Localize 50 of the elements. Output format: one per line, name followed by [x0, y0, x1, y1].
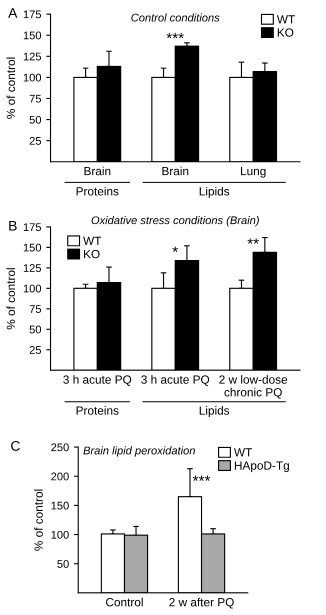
y-tick-label: 100	[24, 284, 42, 292]
y-axis-title: % of control	[6, 268, 16, 330]
legend-label: HApoD-Tg	[234, 462, 289, 472]
y-tick-label: 25	[30, 136, 42, 145]
chart-title: Brain lipid peroxidation	[83, 446, 195, 457]
x-tick-label: Brain	[84, 166, 110, 176]
legend-label: WT	[234, 448, 252, 456]
text: Proteins	[76, 406, 119, 415]
legend-label: WT	[83, 236, 102, 245]
y-tick-label: 175	[24, 10, 42, 18]
chart-title: Control conditions	[131, 13, 220, 22]
x-tick-label: 3 h acute PQ	[141, 375, 210, 386]
legend-label: KO	[278, 28, 294, 37]
y-tick-label: 175	[24, 223, 42, 232]
y-tick-label: 50	[57, 560, 69, 568]
text: Proteins	[76, 186, 119, 196]
y-tick-label: 150	[52, 502, 69, 510]
annotation: *	[172, 246, 178, 252]
text: A	[8, 8, 18, 18]
text: C	[11, 441, 20, 451]
y-tick-label: 50	[30, 116, 42, 124]
y-tick-label: 100	[24, 74, 42, 82]
y-tick-label: 150	[24, 32, 42, 40]
text: Lipids	[200, 186, 230, 198]
text: B	[9, 220, 17, 231]
y-tick-label: 75	[30, 305, 42, 313]
x-tick-label: Control	[106, 598, 143, 606]
annotation: ***	[166, 32, 184, 38]
x-tick-label: 3 h acute PQ	[63, 375, 132, 386]
y-tick-label: 25	[30, 346, 42, 354]
chart-title: Oxidative stress conditions (Brain)	[92, 216, 259, 226]
text: Lipids	[200, 406, 230, 418]
x-tick-label: Lung	[241, 167, 266, 178]
x-tick-label: 2 w low-dose chronic PQ	[219, 375, 288, 399]
y-tick-label: 125	[24, 52, 42, 60]
y-tick-label: 250	[51, 443, 69, 452]
annotation: **	[247, 238, 259, 244]
y-tick-label: 150	[24, 244, 42, 252]
y-axis-title: % of control	[34, 490, 43, 551]
y-tick-label: 200	[51, 472, 69, 480]
y-axis-title: % of control	[6, 58, 16, 119]
annotation: ***	[192, 476, 210, 481]
y-tick-label: 50	[30, 326, 42, 334]
y-tick-label: 75	[30, 94, 42, 103]
legend-label: KO	[84, 250, 100, 258]
x-tick-label: 2 w after PQ	[169, 598, 234, 609]
y-tick-label: 125	[24, 264, 42, 272]
y-tick-label: 100	[52, 530, 69, 539]
x-tick-label: Brain	[162, 166, 188, 176]
legend-label: WT	[276, 15, 295, 24]
